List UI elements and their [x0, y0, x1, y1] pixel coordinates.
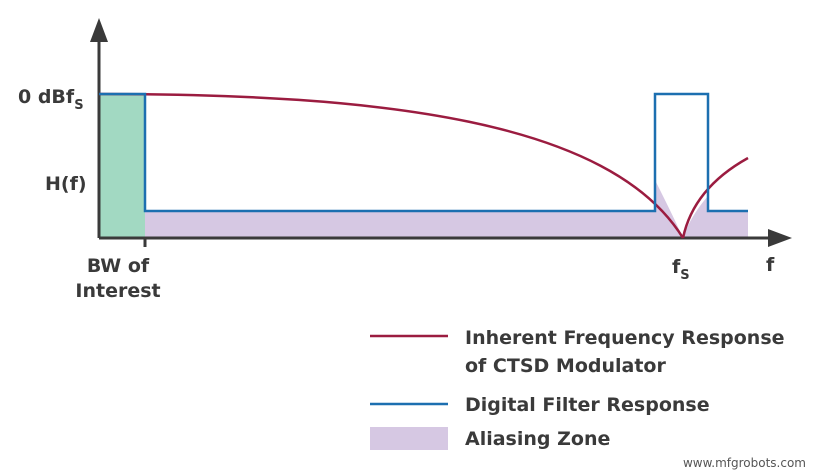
aliasing-zone: [145, 180, 748, 238]
legend-label: Digital Filter Response: [465, 394, 710, 416]
x-axis-arrow: [768, 229, 792, 247]
legend-label: Inherent Frequency Response of CTSD Modul…: [465, 327, 785, 377]
watermark: www.mfgrobots.com: [683, 456, 806, 470]
modulator-response: [98, 92, 685, 239]
modulator-response: [681, 156, 749, 239]
filter-response: [99, 92, 748, 213]
legend-label: Aliasing Zone: [465, 428, 610, 450]
legend-swatch: [370, 427, 448, 450]
x-label: fS: [672, 256, 690, 283]
x-label: f: [766, 254, 775, 276]
y-axis-arrow: [90, 18, 108, 42]
y-label: H(f): [45, 173, 87, 195]
bandwidth-zone: [99, 94, 145, 238]
y-label: 0 dBfS: [18, 86, 84, 113]
x-label: BW of Interest: [75, 255, 160, 302]
